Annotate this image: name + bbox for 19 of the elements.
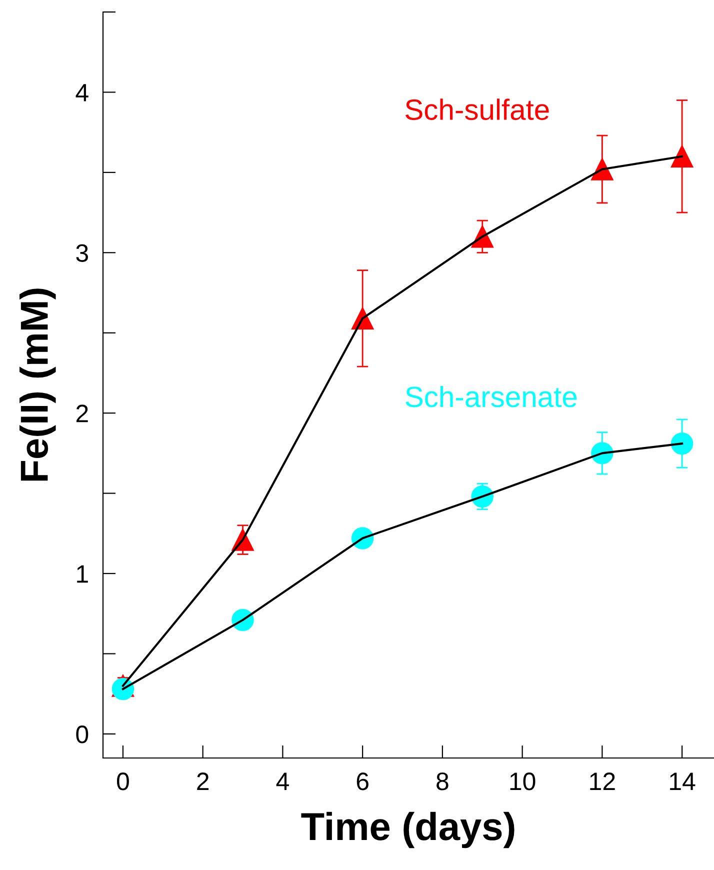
y-tick-label: 2 <box>76 404 88 422</box>
x-tick-label: 12 <box>590 772 615 790</box>
series-label: Sch-arsenate <box>406 386 577 408</box>
x-tick-label: 8 <box>436 772 448 790</box>
x-tick-label: 10 <box>510 772 536 790</box>
x-tick-label: 0 <box>116 772 129 790</box>
y-axis-title: Fe(II) (mM) <box>20 288 56 481</box>
point <box>670 145 694 168</box>
x-axis-title: Time (days) <box>301 812 514 848</box>
point <box>670 432 694 455</box>
x-tick-label: 6 <box>356 772 368 790</box>
x-tick-label: 4 <box>276 772 289 790</box>
y-tick-label: 3 <box>76 244 88 262</box>
x-tick-label: 2 <box>197 772 209 790</box>
y-tick-label: 4 <box>76 84 88 102</box>
y-tick-label: 0 <box>76 726 88 744</box>
x-tick-label: 14 <box>670 772 696 790</box>
y-tick-label: 1 <box>77 565 88 583</box>
text: Sch-sulfate <box>406 98 549 120</box>
